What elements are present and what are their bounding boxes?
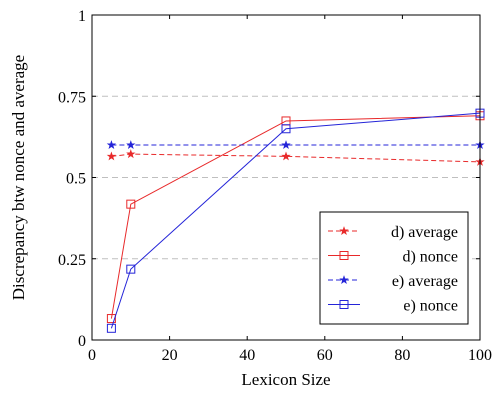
y-tick-label: 0 <box>78 333 86 350</box>
series-group <box>106 140 485 149</box>
x-axis-label: Lexicon Size <box>241 370 330 389</box>
data-point <box>106 314 116 324</box>
series-line <box>110 115 481 319</box>
x-tick-label: 100 <box>468 347 492 364</box>
legend-label: e) average <box>392 273 458 290</box>
data-point <box>106 323 116 333</box>
x-tick-label: 20 <box>162 347 178 364</box>
data-point <box>281 140 291 149</box>
data-point <box>126 140 136 149</box>
data-point <box>126 149 136 159</box>
y-tick-label: 0.25 <box>58 252 86 269</box>
legend-label: d) nonce <box>402 249 458 266</box>
y-axis-label: Discrepancy btw nonce and average <box>9 55 28 300</box>
legend-marker <box>339 226 349 235</box>
x-tick-label: 80 <box>394 347 410 364</box>
x-tick-label: 60 <box>317 347 333 364</box>
data-point <box>281 151 291 161</box>
series-line <box>110 112 481 329</box>
y-tick-label: 1 <box>78 8 86 25</box>
plot-series <box>106 108 485 333</box>
series-group <box>106 149 485 166</box>
x-tick-label: 0 <box>88 347 96 364</box>
series-group <box>106 108 485 333</box>
legend-label: e) nonce <box>403 298 458 315</box>
legend: d) average d) nonce e) average e) nonce <box>319 211 469 325</box>
axis-ticks: 0 20 40 60 80 100 0 0.25 0.5 0.75 1 <box>58 8 492 364</box>
data-point <box>126 264 136 274</box>
data-point <box>106 151 117 161</box>
x-tick-label: 40 <box>239 347 255 364</box>
data-point <box>126 199 136 209</box>
legend-marker <box>339 251 349 260</box>
data-point <box>106 140 117 149</box>
y-tick-label: 0.5 <box>66 171 86 188</box>
legend-marker <box>339 300 349 309</box>
legend-marker <box>339 275 349 284</box>
data-point <box>281 124 291 134</box>
legend-label: d) average <box>391 224 458 241</box>
series-line <box>111 153 481 163</box>
y-tick-label: 0.75 <box>58 89 86 106</box>
